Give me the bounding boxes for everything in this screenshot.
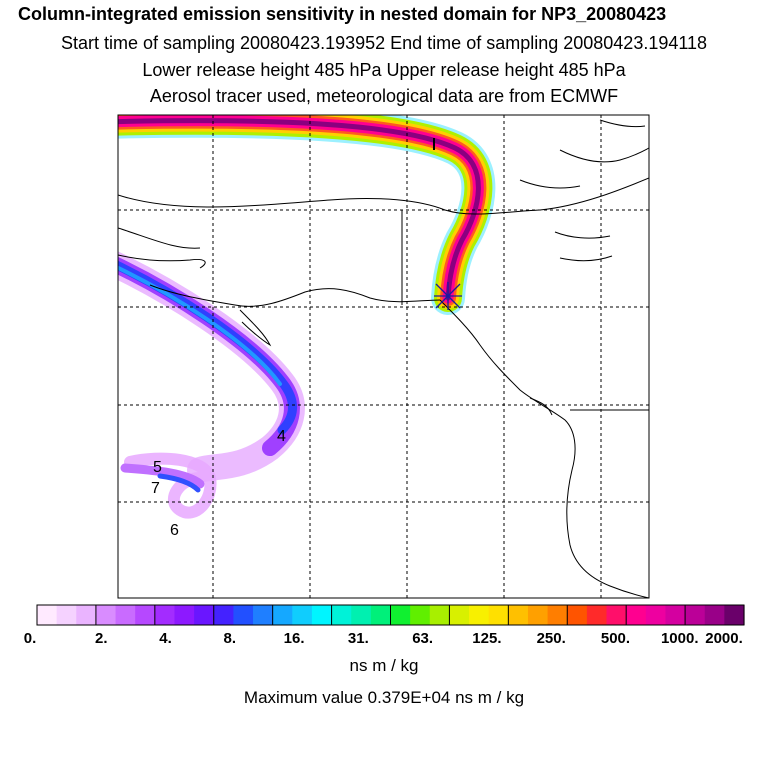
upper-plume: [118, 115, 496, 315]
graticule: [118, 115, 649, 598]
colorbar-cell: [331, 605, 352, 625]
colorbar-cell: [665, 605, 686, 625]
colorbar-cell: [370, 605, 392, 625]
sampling-time-line: Start time of sampling 20080423.193952 E…: [60, 33, 708, 53]
colorbar-cell: [469, 605, 490, 625]
colorbar-cell: [292, 605, 313, 625]
colorbar-cell: [645, 605, 667, 625]
colorbar-tick-label: 500.: [600, 630, 631, 647]
colorbar-cell: [685, 605, 706, 625]
colorbar-cell: [272, 605, 293, 625]
colorbar-cell: [626, 605, 647, 625]
colorbar-tick-label: 2.: [95, 630, 108, 647]
map-frame: [117, 114, 650, 599]
colorbar-cell: [488, 605, 509, 625]
colorbar-cell: [194, 605, 215, 625]
colorbar-tick-label: 4.: [159, 630, 172, 647]
point-label-7: 7: [151, 480, 160, 497]
colorbar-tick-label: 0.: [23, 630, 37, 647]
colorbar-cell: [37, 605, 58, 625]
colorbar-cell: [527, 605, 549, 625]
colorbar-cell: [606, 605, 627, 625]
colorbar-cell: [351, 605, 372, 625]
map-title: Column-integrated emission sensitivity i…: [18, 4, 667, 24]
colorbar-cell: [76, 605, 97, 625]
colorbar-cell: [174, 605, 195, 625]
colorbar-cell: [410, 605, 431, 625]
colorbar-cell: [586, 605, 608, 625]
colorbar-tick-label: 1000.: [660, 630, 699, 647]
colorbar-cell: [449, 605, 470, 625]
colorbar-unit: ns m / kg: [349, 656, 419, 675]
point-label-4: 4: [277, 428, 286, 445]
colorbar-tick-label: 125.: [472, 630, 502, 647]
point-label-6: 6: [170, 522, 179, 539]
maximum-value: Maximum value 0.379E+04 ns m / kg: [243, 688, 525, 707]
colorbar-cell: [233, 605, 254, 625]
colorbar-cell: [724, 605, 745, 625]
colorbar-tick-label: 16.: [283, 630, 305, 647]
colorbar-tick-label: 63.: [412, 630, 434, 647]
lower-plume: [118, 251, 305, 519]
colorbar-cell: [135, 605, 156, 625]
release-height-line: Lower release height 485 hPa Upper relea…: [142, 60, 626, 80]
colorbar-cell: [429, 605, 451, 625]
release-point-marker: [434, 282, 462, 310]
colorbar-tick-label: 8.: [223, 630, 237, 647]
colorbar-frame: [36, 604, 745, 626]
colorbar-cell: [567, 605, 588, 625]
colorbar-cell: [253, 605, 274, 625]
colorbar-cell: [115, 605, 136, 625]
colorbar-cell: [56, 605, 77, 625]
colorbar-cell: [154, 605, 176, 625]
colorbar-cell: [508, 605, 529, 625]
colorbar-cell: [704, 605, 725, 625]
colorbar-tick-label: 31.: [347, 630, 369, 647]
tracer-info-line: Aerosol tracer used, meteorological data…: [149, 86, 619, 106]
colorbar-tick-label: 250.: [536, 630, 566, 647]
colorbar-cell: [95, 605, 117, 625]
colorbar-tick-label: 2000.: [705, 630, 743, 647]
colorbar-cell: [311, 605, 333, 625]
colorbar-cell: [547, 605, 568, 625]
colorbar-cell: [390, 605, 411, 625]
colorbar-cell: [213, 605, 234, 625]
political-boundaries: [401, 210, 649, 411]
point-label-5: 5: [153, 459, 162, 476]
coastlines: [118, 119, 649, 598]
